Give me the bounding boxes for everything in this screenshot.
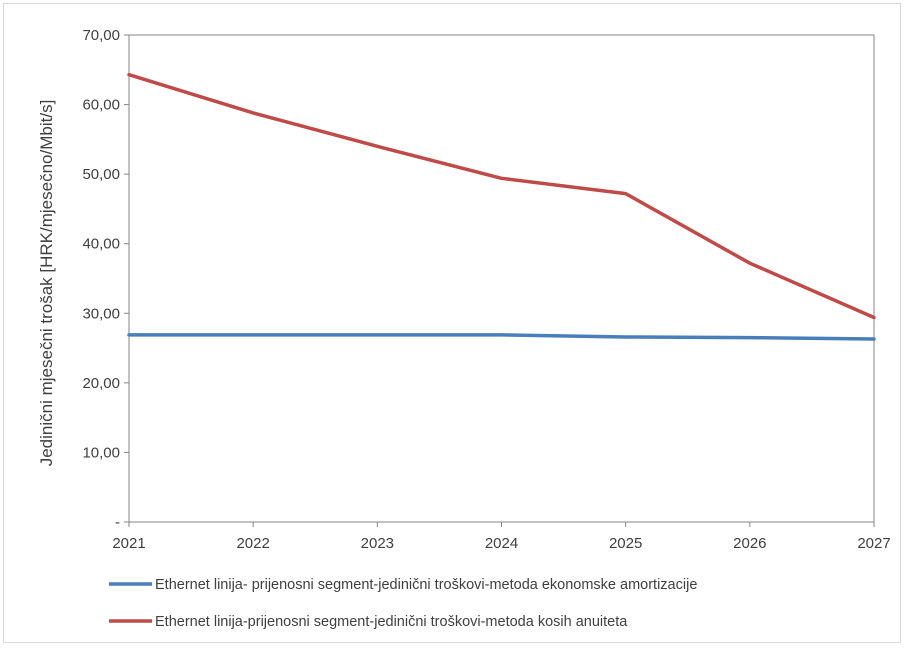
chart-area: - 10,00 20,00 30,00 40,00 50,00 60,00 70,00 202… — [3, 3, 901, 643]
y-tick-label: 10,00 — [82, 444, 120, 461]
x-tick-label: 2022 — [236, 535, 269, 552]
x-tick-label: 2027 — [857, 535, 890, 552]
series-line-2 — [127, 72, 876, 320]
y-tick-label: 50,00 — [82, 166, 120, 183]
x-tick-label: 2026 — [733, 535, 766, 552]
x-tick-label: 2024 — [485, 535, 518, 552]
series-line-1 — [127, 333, 876, 341]
y-axis-label: Jedinični mjesečni trošak [HRK/mjesečno/… — [37, 100, 56, 467]
y-tick-label: 20,00 — [82, 375, 120, 392]
y-tick-label: 40,00 — [82, 236, 120, 253]
y-tick-label: - — [115, 514, 120, 531]
y-tick-label: 30,00 — [82, 305, 120, 322]
legend: Ethernet linija- prijenosni segment-jedi… — [109, 577, 697, 630]
line-chart: - 10,00 20,00 30,00 40,00 50,00 60,00 70,00 202… — [37, 27, 891, 630]
y-tick-label: 60,00 — [82, 97, 120, 114]
y-axis-ticks: - 10,00 20,00 30,00 40,00 50,00 60,00 70,00 — [82, 27, 129, 531]
y-tick-label: 70,00 — [82, 27, 120, 44]
x-tick-label: 2025 — [609, 535, 642, 552]
series-lines — [127, 72, 876, 341]
legend-label-1: Ethernet linija- prijenosni segment-jedi… — [155, 577, 697, 593]
legend-label-2: Ethernet linija-prijenosni segment-jedin… — [155, 614, 628, 630]
x-tick-label: 2023 — [361, 535, 394, 552]
x-tick-label: 2021 — [112, 535, 145, 552]
x-axis-ticks: 2021 2022 2023 2024 2025 2026 2027 — [112, 522, 891, 552]
